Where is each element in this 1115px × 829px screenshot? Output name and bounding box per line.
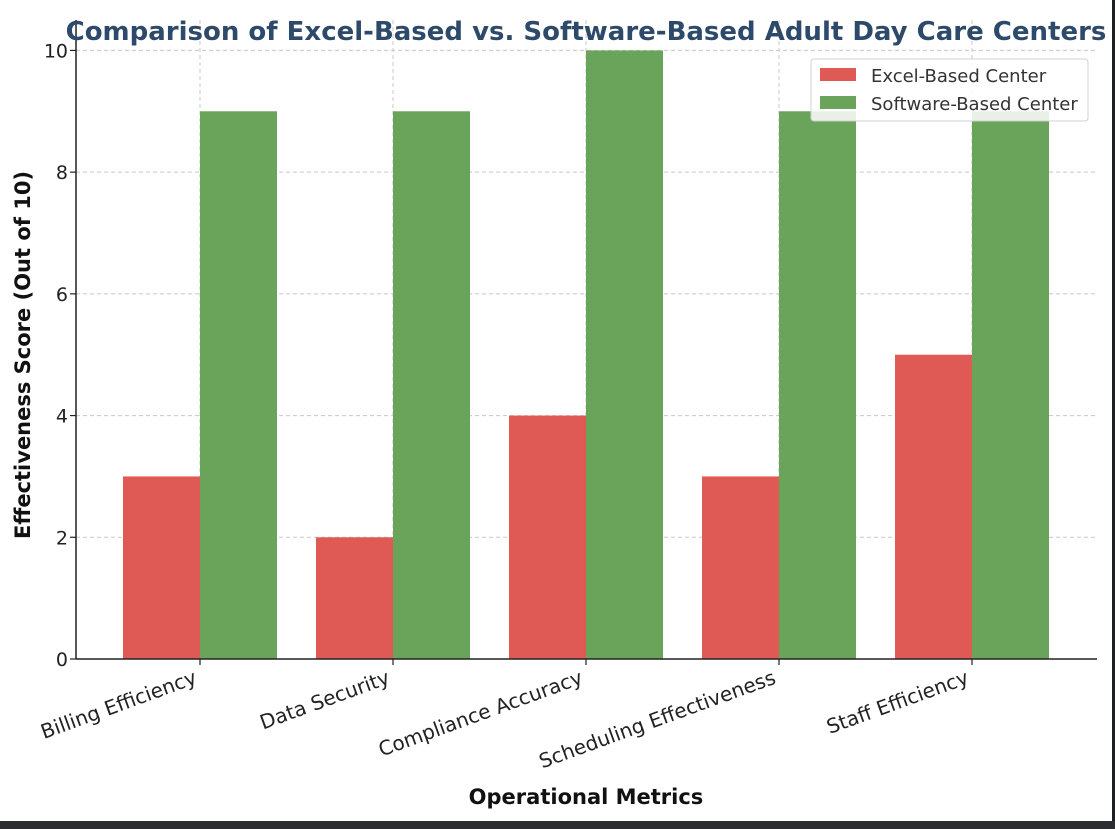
- y-tick-label: 2: [56, 527, 68, 549]
- bar-excel: [123, 476, 200, 659]
- x-tick-label: Staff Efficiency: [823, 665, 972, 739]
- bar-excel: [316, 537, 393, 659]
- window-bottom-edge: [0, 821, 1115, 829]
- bar-excel: [509, 415, 586, 659]
- y-tick-label: 10: [44, 40, 68, 62]
- bar-software: [586, 50, 663, 659]
- bar-software: [200, 111, 277, 660]
- legend-frame: [810, 58, 1089, 122]
- x-tick-label: Data Security: [256, 665, 392, 734]
- y-tick-label: 4: [56, 406, 68, 428]
- legend-swatch-software: [820, 96, 856, 109]
- x-axis-label: Operational Metrics: [469, 785, 704, 809]
- y-axis-label: Effectiveness Score (Out of 10): [11, 171, 35, 539]
- y-tick-label: 6: [56, 284, 68, 306]
- bar-software: [779, 111, 856, 660]
- y-tick-label: 0: [56, 649, 68, 671]
- bar-software: [972, 111, 1049, 660]
- legend-swatch-excel: [820, 68, 856, 81]
- legend-label-software: Software-Based Center: [871, 94, 1078, 115]
- x-tick-label: Billing Efficiency: [37, 665, 199, 744]
- legend: Excel-Based Center Software-Based Center: [810, 58, 1089, 122]
- bar-excel: [702, 476, 779, 659]
- bars: [123, 50, 1049, 660]
- bar-software: [393, 111, 470, 660]
- y-tick-label: 8: [56, 162, 68, 184]
- legend-label-excel: Excel-Based Center: [871, 66, 1047, 87]
- chart-title: Comparison of Excel-Based vs. Software-B…: [66, 17, 1107, 47]
- bar-excel: [895, 354, 972, 659]
